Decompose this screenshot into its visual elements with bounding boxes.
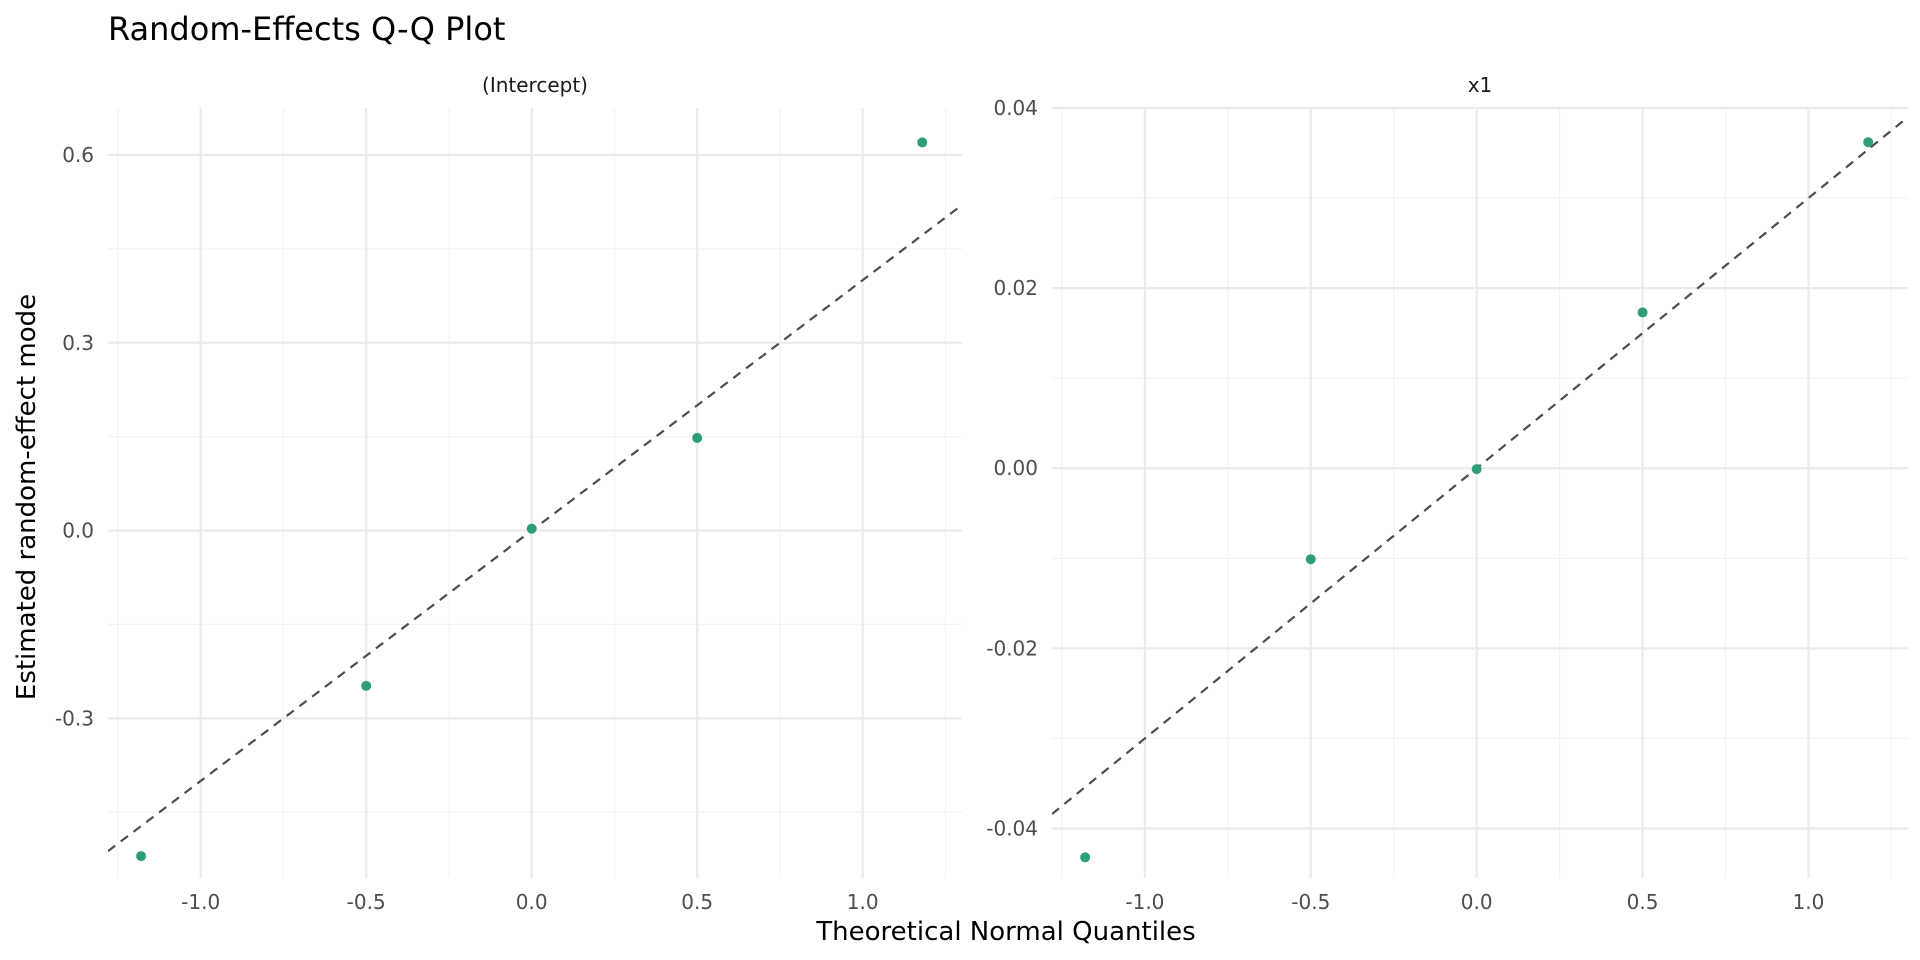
data-point: [136, 851, 147, 862]
data-point: [1637, 307, 1648, 318]
facet-strip-label: x1: [1468, 73, 1493, 97]
data-point: [1863, 137, 1874, 148]
x-tick-label: 1.0: [847, 890, 879, 914]
y-tick-label: 0.6: [62, 143, 94, 167]
x-tick-label: -1.0: [1125, 890, 1164, 914]
facet-strip-label: (Intercept): [482, 73, 588, 97]
x-axis-title: Theoretical Normal Quantiles: [815, 917, 1195, 947]
y-tick-label: 0.02: [993, 276, 1038, 300]
data-point: [1080, 852, 1091, 863]
panel-2: -1.0 -0.5 0.0 0.5 1.0 -0.04 -0.02 0.00 0.02 0.04 x…: [986, 73, 1908, 914]
y-tick-label: -0.3: [55, 706, 94, 730]
x-tick-label: -0.5: [347, 890, 386, 914]
panel-1: -1.0 -0.5 0.0 0.5 1.0 -0.3 0.0 0.3 0.6 (Intercept…: [55, 73, 962, 914]
x-tick-label: -1.0: [181, 890, 220, 914]
y-axis-title: Estimated random-effect mode: [12, 294, 42, 700]
x-tick-label: 0.5: [1627, 890, 1659, 914]
facet-panels: -1.0 -0.5 0.0 0.5 1.0 -0.3 0.0 0.3 0.6 (Intercept…: [55, 73, 1908, 914]
y-tick-label: 0.3: [62, 331, 94, 355]
data-point: [526, 523, 537, 534]
data-point: [361, 680, 372, 691]
data-point: [692, 432, 703, 443]
x-tick-label: 0.0: [1461, 890, 1493, 914]
y-tick-label: 0.0: [62, 519, 94, 543]
x-tick-label: 0.0: [516, 890, 548, 914]
y-tick-label: -0.02: [986, 636, 1038, 660]
y-tick-label: 0.00: [993, 456, 1038, 480]
x-tick-label: -0.5: [1291, 890, 1330, 914]
y-tick-label: -0.04: [986, 816, 1038, 840]
y-tick-label: 0.04: [993, 96, 1038, 120]
x-tick-label: 0.5: [681, 890, 713, 914]
data-point: [917, 137, 928, 148]
chart-title: Random-Effects Q-Q Plot: [108, 10, 505, 48]
data-point: [1305, 554, 1316, 565]
data-point: [1471, 464, 1482, 475]
x-tick-label: 1.0: [1793, 890, 1825, 914]
